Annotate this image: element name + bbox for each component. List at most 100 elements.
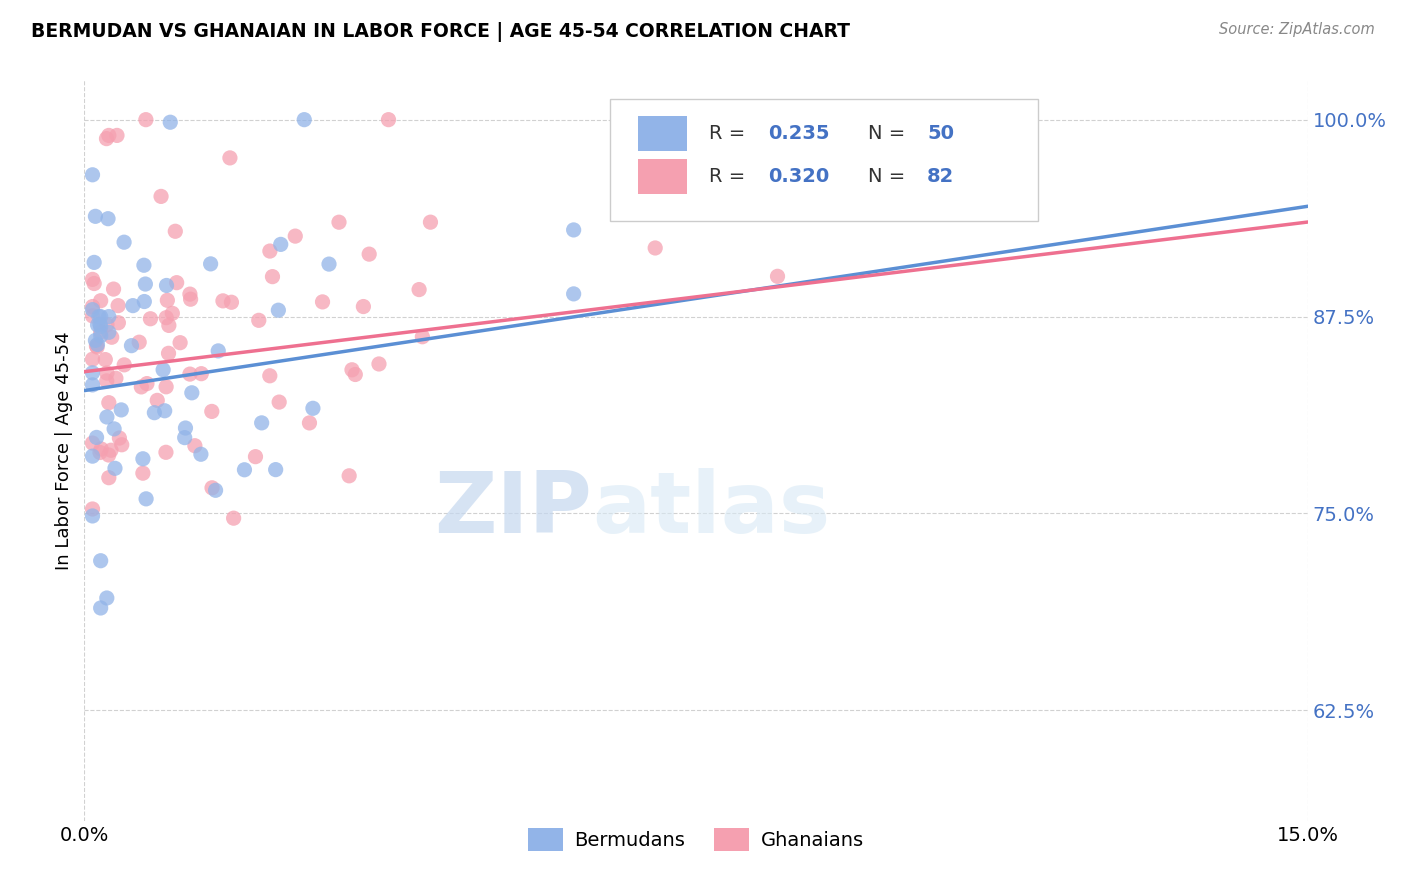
- Point: [89, 445, 111, 459]
- Point: [82, 449, 104, 463]
- Point: [368, 357, 391, 371]
- Point: [82, 352, 104, 367]
- Point: [221, 295, 243, 310]
- Point: [112, 358, 135, 372]
- Point: [136, 376, 159, 391]
- Point: [82, 436, 104, 450]
- Point: [96, 374, 118, 388]
- Point: [97, 326, 120, 340]
- Point: [155, 445, 177, 459]
- Point: [132, 258, 155, 272]
- Point: [408, 283, 430, 297]
- Point: [212, 293, 235, 308]
- Text: R =: R =: [710, 124, 752, 143]
- Point: [86, 430, 108, 444]
- Point: [128, 335, 150, 350]
- Point: [82, 366, 104, 380]
- Point: [86, 318, 108, 332]
- Point: [86, 339, 108, 353]
- Point: [96, 409, 118, 424]
- Point: [201, 404, 224, 418]
- Point: [107, 299, 129, 313]
- Point: [344, 368, 367, 382]
- Point: [174, 421, 197, 435]
- Point: [311, 294, 333, 309]
- Y-axis label: In Labor Force | Age 45-54: In Labor Force | Age 45-54: [55, 331, 73, 570]
- Point: [153, 404, 176, 418]
- Point: [83, 277, 105, 291]
- Point: [104, 461, 127, 475]
- Text: 82: 82: [927, 167, 955, 186]
- Point: [122, 299, 145, 313]
- Point: [264, 462, 287, 476]
- Point: [169, 335, 191, 350]
- Point: [82, 168, 104, 182]
- Point: [100, 443, 122, 458]
- Point: [250, 416, 273, 430]
- Bar: [638, 116, 688, 152]
- Point: [204, 483, 226, 498]
- Point: [111, 438, 134, 452]
- Point: [150, 189, 173, 203]
- Point: [156, 293, 179, 308]
- Point: [112, 235, 135, 250]
- Point: [377, 112, 399, 127]
- Text: R =: R =: [710, 167, 752, 186]
- Point: [352, 300, 374, 314]
- Point: [139, 311, 162, 326]
- Point: [86, 340, 108, 354]
- Point: [302, 401, 325, 416]
- Text: atlas: atlas: [592, 468, 831, 551]
- Point: [97, 310, 120, 324]
- Point: [245, 450, 267, 464]
- Point: [179, 367, 201, 381]
- Point: [269, 395, 291, 409]
- Point: [82, 502, 104, 516]
- Point: [89, 317, 111, 331]
- Text: BERMUDAN VS GHANAIAN IN LABOR FORCE | AGE 45-54 CORRELATION CHART: BERMUDAN VS GHANAIAN IN LABOR FORCE | AG…: [31, 22, 851, 42]
- Point: [328, 215, 350, 229]
- Point: [87, 310, 110, 324]
- Point: [562, 286, 585, 301]
- Point: [190, 367, 212, 381]
- Point: [96, 131, 118, 145]
- Point: [84, 334, 107, 348]
- Text: 50: 50: [927, 124, 955, 143]
- Point: [889, 112, 911, 127]
- Point: [157, 346, 180, 360]
- Point: [82, 272, 104, 286]
- Point: [562, 223, 585, 237]
- Point: [110, 403, 132, 417]
- Point: [259, 244, 281, 258]
- Text: N =: N =: [869, 124, 912, 143]
- Text: N =: N =: [869, 167, 912, 186]
- Point: [180, 292, 202, 306]
- Point: [207, 343, 229, 358]
- Point: [82, 309, 104, 323]
- Point: [166, 276, 188, 290]
- Point: [131, 380, 153, 394]
- Point: [284, 229, 307, 244]
- Point: [97, 471, 120, 485]
- Point: [90, 328, 112, 343]
- Point: [419, 215, 441, 229]
- Point: [157, 318, 180, 333]
- Point: [155, 278, 177, 293]
- Point: [270, 237, 292, 252]
- Point: [100, 330, 122, 344]
- Point: [103, 282, 125, 296]
- Point: [84, 210, 107, 224]
- Point: [201, 481, 224, 495]
- Point: [90, 442, 112, 456]
- Point: [82, 300, 104, 314]
- Point: [190, 447, 212, 461]
- Point: [90, 319, 112, 334]
- Point: [90, 601, 112, 615]
- Point: [121, 339, 143, 353]
- Point: [83, 255, 105, 269]
- Text: Source: ZipAtlas.com: Source: ZipAtlas.com: [1219, 22, 1375, 37]
- Point: [134, 294, 156, 309]
- Point: [97, 128, 120, 143]
- Point: [94, 352, 117, 367]
- Point: [107, 316, 129, 330]
